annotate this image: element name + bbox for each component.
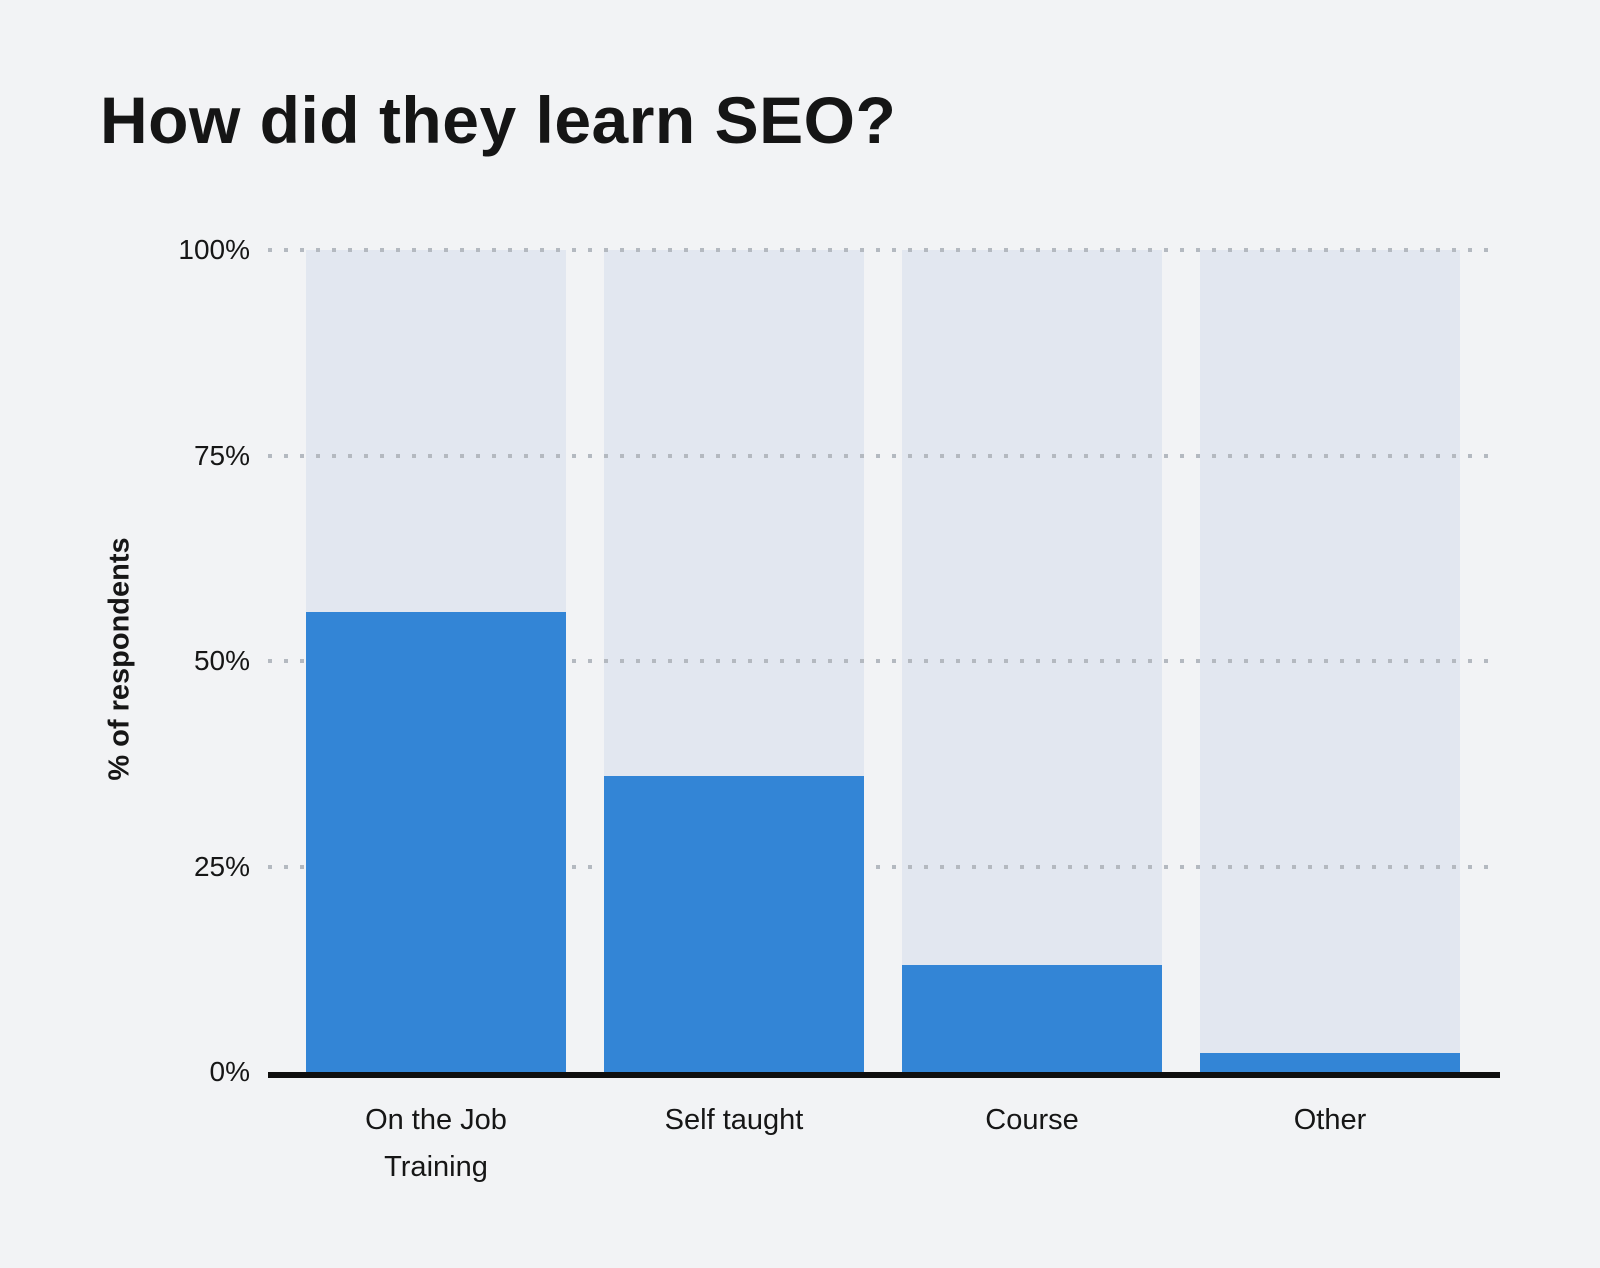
gridline-100	[268, 248, 1500, 252]
chart-title: How did they learn SEO?	[100, 83, 897, 157]
x-axis-line	[268, 1072, 1500, 1078]
bar-fill-on-the-job-training	[306, 611, 566, 1072]
gridline-50	[268, 659, 1500, 663]
x-category-label-course: Course	[985, 1104, 1079, 1136]
gridline-75	[268, 453, 1500, 458]
bar-track-on-the-job-training	[306, 250, 566, 1072]
y-tick-label-75: 75%	[193, 439, 250, 471]
y-tick-label-25: 25%	[193, 850, 250, 882]
y-tick-label-50: 50%	[193, 645, 250, 676]
bar-fill-course	[902, 965, 1162, 1072]
x-category-label-self-taught: Self taught	[664, 1104, 804, 1136]
gridline-25	[268, 864, 1500, 869]
bar-fill-other	[1200, 1053, 1460, 1072]
x-category-label-other: Other	[1293, 1104, 1367, 1136]
y-tick-label-0: 0%	[209, 1056, 250, 1087]
plot-area	[268, 248, 1500, 1078]
y-tick-label-100: 100%	[178, 234, 250, 265]
x-category-label-on-the-job-training: On the Job Training	[365, 1104, 507, 1183]
bar-fill-self-taught	[604, 776, 864, 1072]
